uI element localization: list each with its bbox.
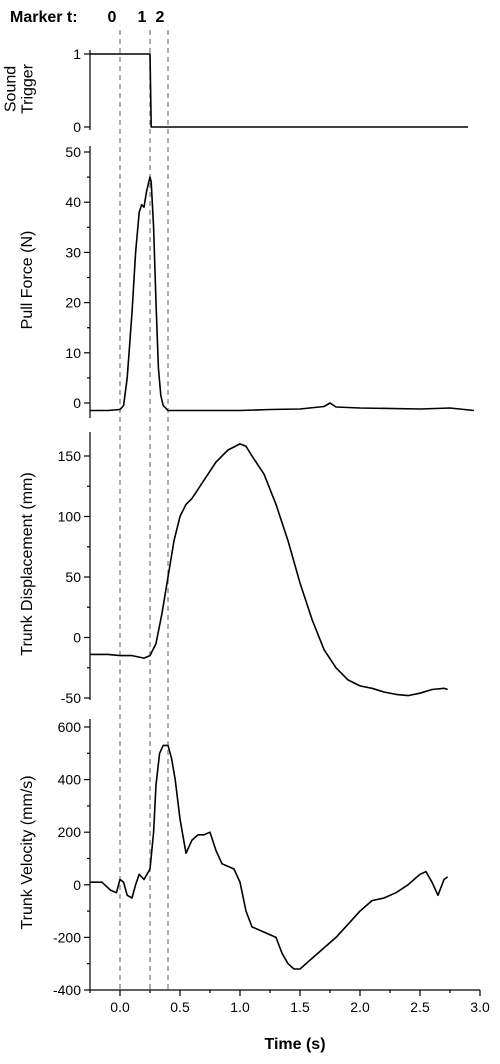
x-tick-label-3: 1.5 bbox=[290, 999, 310, 1015]
y-axis-label-force: Pull Force (N) bbox=[19, 231, 36, 330]
x-tick-label-4: 2.0 bbox=[350, 999, 370, 1015]
marker-label-0: 0 bbox=[108, 9, 117, 26]
marker-title: Marker t: bbox=[10, 9, 78, 26]
chart-panels: 0 1 Sound Trigger 0 10 20 30 40 50 Pull Force (N) -… bbox=[3, 46, 475, 998]
x-tick-label-6: 3.0 bbox=[470, 999, 490, 1015]
y-tick-label-force-1: 10 bbox=[65, 345, 81, 361]
y-tick-label-displacement-1: 0 bbox=[73, 630, 81, 646]
y-tick-label-force-4: 40 bbox=[65, 194, 81, 210]
marker-label-2: 2 bbox=[156, 9, 165, 26]
series-line-velocity bbox=[90, 744, 449, 970]
x-tick-label-2: 1.0 bbox=[230, 999, 250, 1015]
y-tick-label-sound-1: 1 bbox=[73, 46, 81, 62]
y-tick-label-velocity-4: 400 bbox=[58, 772, 82, 788]
marker-label-1: 1 bbox=[138, 9, 147, 26]
y-tick-label-force-5: 50 bbox=[65, 144, 81, 160]
series-line-sound bbox=[90, 53, 468, 128]
series-line-displacement bbox=[90, 443, 448, 697]
y-axis-label-sound-0: Sound bbox=[3, 66, 20, 112]
x-axis: 0.0 0.5 1.0 1.5 2.0 2.5 3.0 bbox=[89, 989, 490, 1015]
x-axis-label: Time (s) bbox=[264, 1036, 325, 1053]
y-tick-label-sound-0: 0 bbox=[73, 119, 81, 135]
panel-sound: 0 1 Sound Trigger bbox=[3, 46, 468, 135]
y-axis-label-displacement: Trunk Displacement (mm) bbox=[19, 472, 36, 655]
x-tick-label-1: 0.5 bbox=[170, 999, 190, 1015]
y-tick-label-displacement-2: 50 bbox=[65, 569, 81, 585]
y-axis-label-sound-1: Trigger bbox=[20, 63, 37, 114]
x-tick-label-0: 0.0 bbox=[110, 999, 130, 1015]
y-tick-label-velocity-1: -200 bbox=[53, 929, 81, 945]
y-tick-label-force-2: 20 bbox=[65, 295, 81, 311]
series-line-force bbox=[90, 176, 475, 412]
y-tick-label-velocity-2: 0 bbox=[73, 877, 81, 893]
marker-header: Marker t: 0 1 2 bbox=[10, 9, 165, 26]
y-tick-label-velocity-3: 200 bbox=[58, 824, 82, 840]
y-tick-label-displacement-0: -50 bbox=[61, 690, 81, 706]
y-tick-label-velocity-0: -400 bbox=[53, 982, 81, 998]
panel-displacement: -50 0 50 100 150 Trunk Displacement (mm) bbox=[19, 432, 448, 706]
y-tick-label-force-3: 30 bbox=[65, 244, 81, 260]
panel-force: 0 10 20 30 40 50 Pull Force (N) bbox=[19, 144, 475, 418]
x-tick-label-5: 2.5 bbox=[410, 999, 430, 1015]
y-axis-label-velocity: Trunk Velocity (mm/s) bbox=[19, 775, 36, 929]
panel-velocity: -400 -200 0 200 400 600 Trunk Velocity (mm/s) bbox=[19, 719, 449, 998]
y-tick-label-force-0: 0 bbox=[73, 395, 81, 411]
y-tick-label-displacement-4: 150 bbox=[58, 448, 82, 464]
marker-lines bbox=[119, 30, 169, 990]
y-tick-label-displacement-3: 100 bbox=[58, 509, 82, 525]
y-tick-label-velocity-5: 600 bbox=[58, 719, 82, 735]
